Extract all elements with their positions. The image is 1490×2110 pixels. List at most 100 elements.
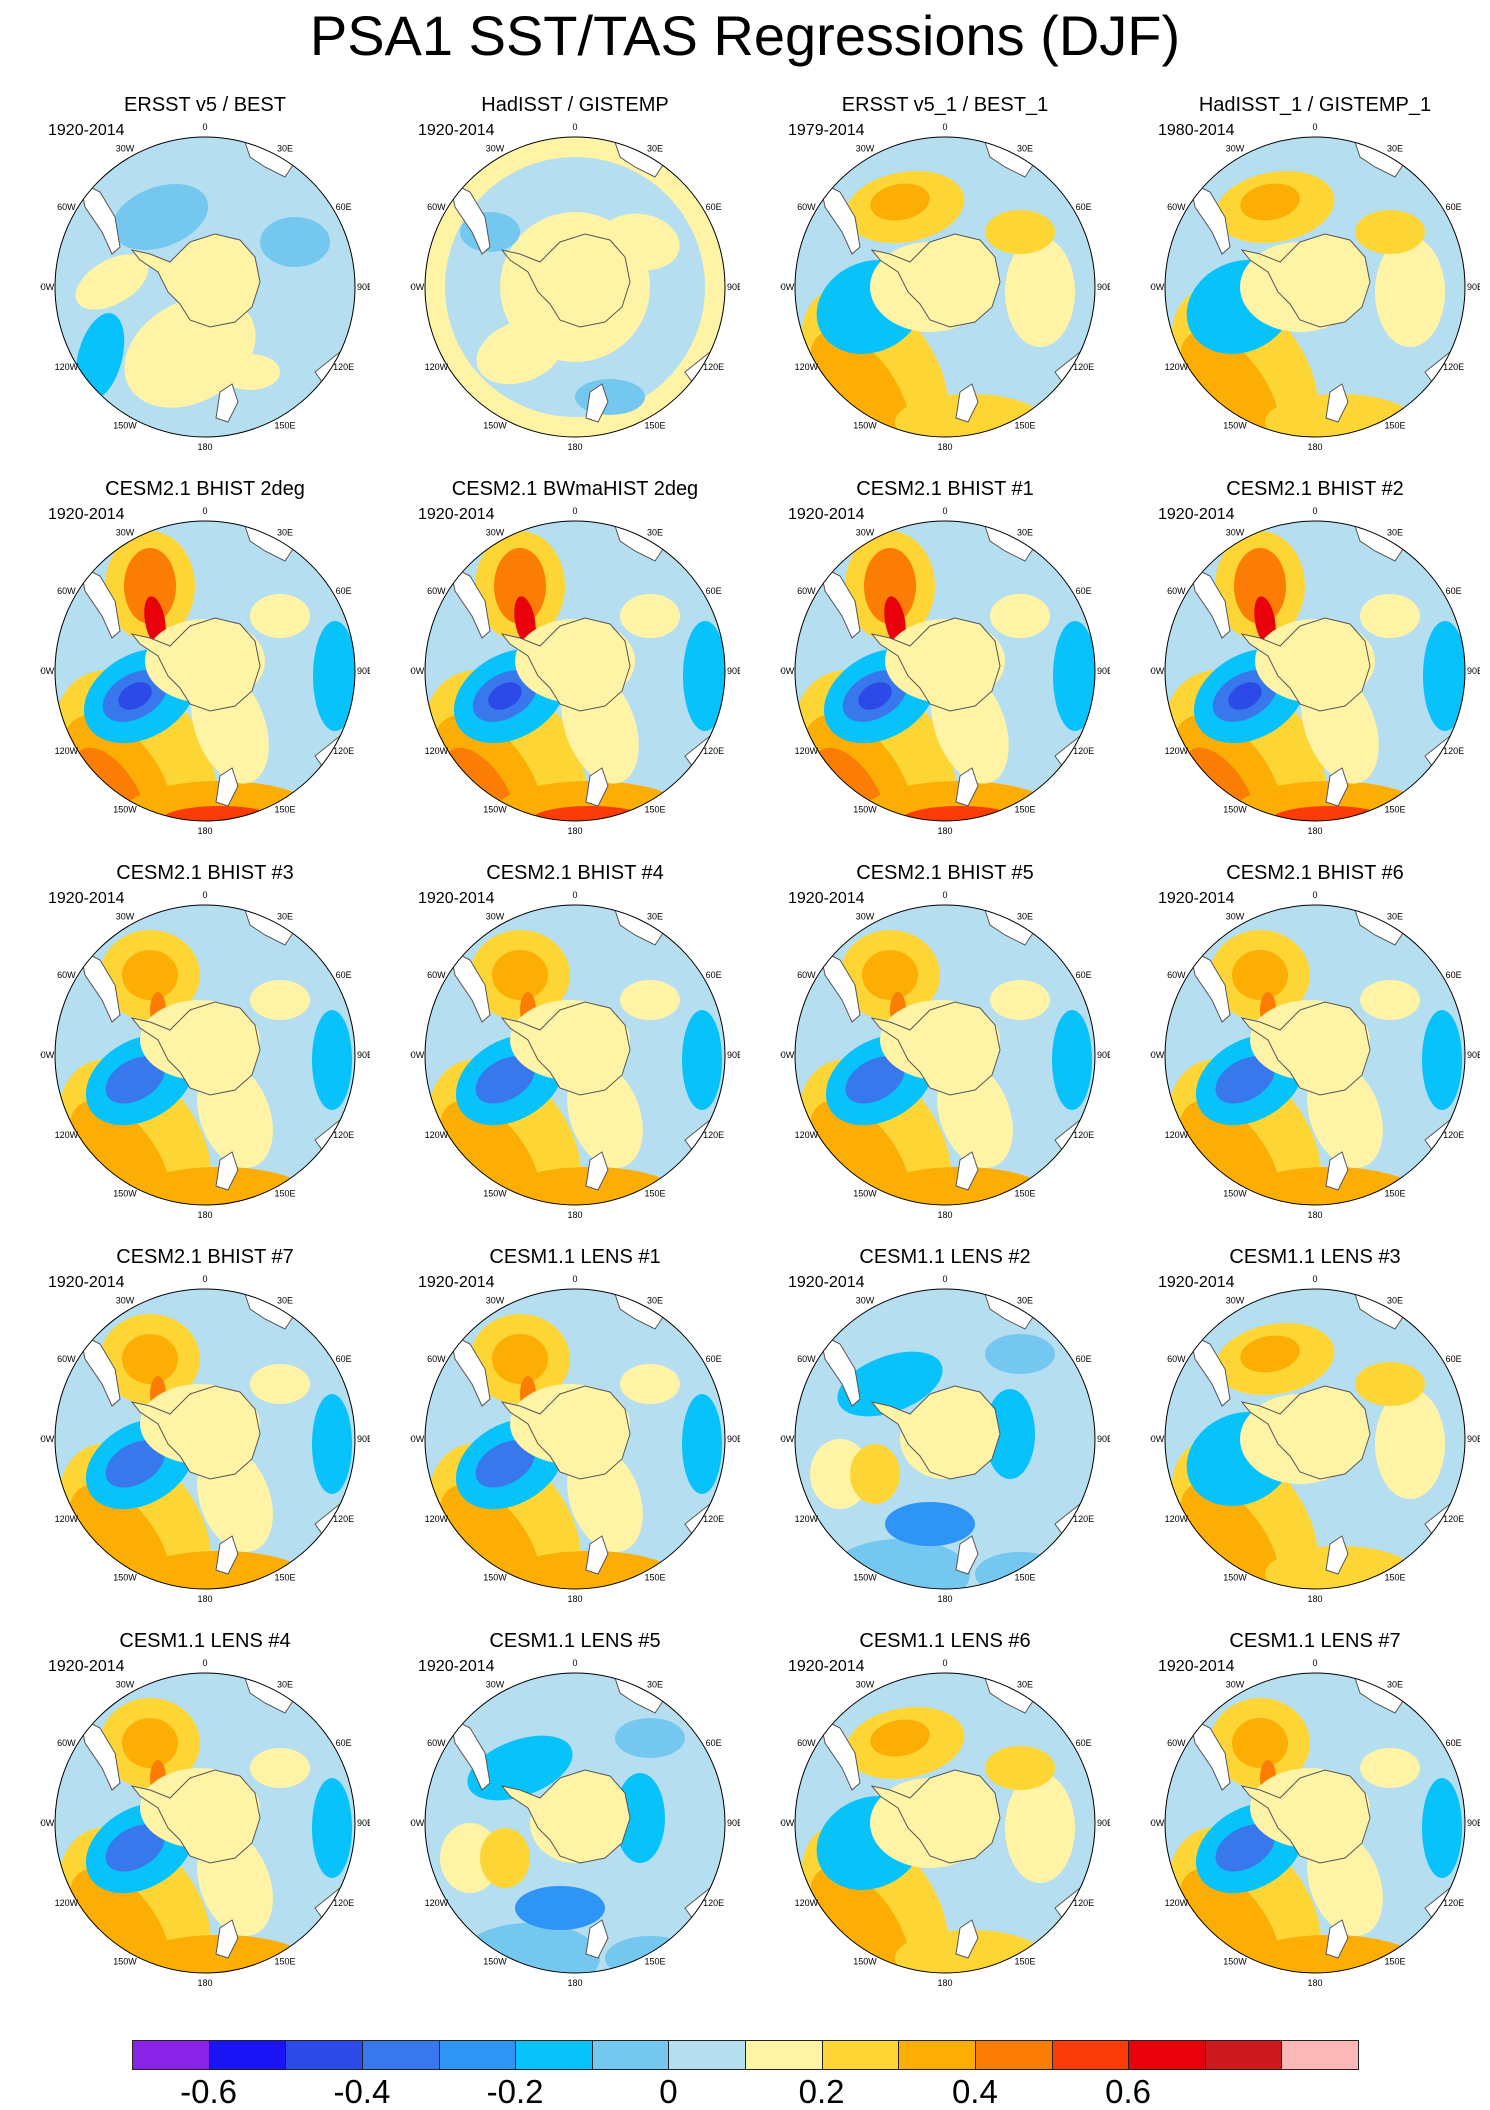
longitude-label: 60E <box>336 970 352 980</box>
regression-contour <box>75 254 149 310</box>
regression-contour <box>312 1778 352 1878</box>
longitude-label: 150W <box>113 1189 137 1199</box>
longitude-label: 90W <box>1150 282 1165 292</box>
longitude-label: 150E <box>1014 1957 1035 1967</box>
regression-contour <box>1360 594 1420 638</box>
longitude-label: 60E <box>706 970 722 980</box>
panel-title: CESM2.1 BHIST #6 <box>1226 862 1404 884</box>
map-panel: ERSST v5 / BEST 1920-2014 0 30E 60E 90E 120E 15… <box>20 93 390 477</box>
regression-contour <box>683 621 725 731</box>
longitude-label: 30W <box>1226 911 1245 921</box>
longitude-label: 60W <box>797 970 816 980</box>
regression-contour <box>1215 1056 1275 1104</box>
longitude-label: 180 <box>197 826 212 836</box>
regression-contour <box>682 1010 722 1110</box>
longitude-label: 0 <box>202 1658 207 1668</box>
longitude-label: 60E <box>336 202 352 212</box>
map-border <box>1164 904 1466 1206</box>
south-america-outline <box>1189 181 1231 255</box>
panel-title: CESM1.1 LENS #6 <box>859 1630 1031 1652</box>
regression-contour <box>1215 1824 1275 1872</box>
colorbar-tick-label: 0 <box>659 2073 678 2110</box>
antarctica-outline <box>500 1385 631 1480</box>
longitude-label: 90E <box>1467 666 1480 676</box>
longitude-label: 120W <box>425 1130 449 1140</box>
regression-contour <box>858 682 892 710</box>
longitude-label: 120E <box>1073 1898 1094 1908</box>
longitude-label: 0 <box>572 890 577 900</box>
regression-contour <box>130 1167 310 1205</box>
longitude-label: 150W <box>1223 805 1247 815</box>
longitude-label: 120E <box>703 1898 724 1908</box>
longitude-label: 180 <box>937 1978 952 1988</box>
polar-stereographic-map: 0 30E 60E 90E 120E 150E 180 150W 120W 90W 60W 30W <box>410 506 740 836</box>
longitude-label: 30W <box>116 1679 135 1689</box>
longitude-label: 90E <box>1097 1434 1110 1444</box>
regression-contour <box>492 1334 548 1384</box>
longitude-label: 0 <box>942 122 947 132</box>
longitude-label: 30E <box>647 1295 663 1305</box>
longitude-label: 60W <box>1167 202 1186 212</box>
colorbar-tick-label: 0.4 <box>951 2073 998 2110</box>
longitude-label: 120E <box>1073 362 1094 372</box>
map-border <box>424 520 726 822</box>
map-border <box>54 520 356 822</box>
new-zealand-outline <box>1325 767 1349 807</box>
longitude-label: 180 <box>567 442 582 452</box>
longitude-label: 30W <box>486 143 505 153</box>
longitude-label: 30E <box>647 911 663 921</box>
south-america-outline <box>819 565 861 639</box>
regression-contour <box>1052 1010 1092 1110</box>
regression-contour <box>862 950 918 1000</box>
longitude-label: 0 <box>1312 1274 1317 1284</box>
longitude-label: 30W <box>1226 527 1245 537</box>
map-panel: CESM1.1 LENS #7 1920-2014 0 30E 60E 90E 120E 15… <box>1130 1629 1490 2013</box>
map-panel: CESM2.1 BWmaHIST 2deg 1920-2014 0 30E 60E 90E… <box>390 477 760 861</box>
longitude-label: 30W <box>486 527 505 537</box>
longitude-label: 90E <box>727 666 740 676</box>
polar-stereographic-map: 0 30E 60E 90E 120E 150E 180 150W 120W 90W 60W 30W <box>410 122 740 452</box>
longitude-label: 90E <box>1097 282 1110 292</box>
longitude-label: 60W <box>1167 1354 1186 1364</box>
map-panel: CESM1.1 LENS #5 1920-2014 0 30E 60E 90E 120E 15… <box>390 1629 760 2013</box>
regression-contour <box>1355 210 1425 254</box>
longitude-label: 120E <box>333 362 354 372</box>
regression-contour <box>250 1364 310 1404</box>
longitude-label: 60E <box>1446 970 1462 980</box>
south-america-outline <box>819 1333 861 1407</box>
new-zealand-outline <box>585 1151 609 1191</box>
longitude-label: 180 <box>1307 442 1322 452</box>
regression-contour <box>118 682 152 710</box>
longitude-label: 30E <box>277 1295 293 1305</box>
regression-contour <box>620 980 680 1020</box>
new-zealand-outline <box>955 1919 979 1959</box>
longitude-label: 120W <box>795 1130 819 1140</box>
longitude-label: 30E <box>647 527 663 537</box>
regression-contour <box>260 217 330 267</box>
longitude-label: 150W <box>113 805 137 815</box>
longitude-label: 120W <box>55 1130 79 1140</box>
colorbar-swatch <box>1051 2040 1130 2070</box>
figure-title: PSA1 SST/TAS Regressions (DJF) <box>309 4 1181 67</box>
longitude-label: 180 <box>1307 1210 1322 1220</box>
antarctica-outline <box>130 1001 261 1096</box>
longitude-label: 30W <box>116 143 135 153</box>
longitude-label: 90W <box>780 1818 795 1828</box>
longitude-label: 0 <box>202 506 207 516</box>
longitude-label: 150E <box>274 421 295 431</box>
longitude-label: 150W <box>853 1189 877 1199</box>
longitude-label: 150W <box>113 1957 137 1967</box>
longitude-label: 30W <box>486 1295 505 1305</box>
longitude-label: 60E <box>706 1738 722 1748</box>
longitude-label: 120W <box>795 1514 819 1524</box>
regression-contour <box>1240 1935 1420 1973</box>
new-zealand-outline <box>215 1535 239 1575</box>
panel-title: CESM1.1 LENS #2 <box>859 1246 1031 1268</box>
longitude-label: 150E <box>274 1957 295 1967</box>
longitude-label: 0 <box>1312 1658 1317 1668</box>
map-border <box>794 520 1096 822</box>
regression-contour <box>1360 1748 1420 1788</box>
longitude-label: 30E <box>1017 911 1033 921</box>
polar-stereographic-map: 0 30E 60E 90E 120E 150E 180 150W 120W 90W 60W 30W <box>40 890 370 1220</box>
south-america-outline <box>1189 565 1231 639</box>
